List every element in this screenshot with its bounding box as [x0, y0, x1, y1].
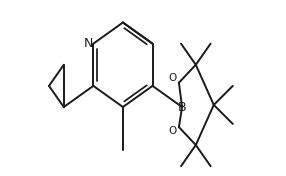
Text: B: B: [178, 100, 186, 114]
Text: O: O: [168, 126, 177, 136]
Text: O: O: [168, 74, 177, 83]
Text: N: N: [84, 37, 93, 50]
